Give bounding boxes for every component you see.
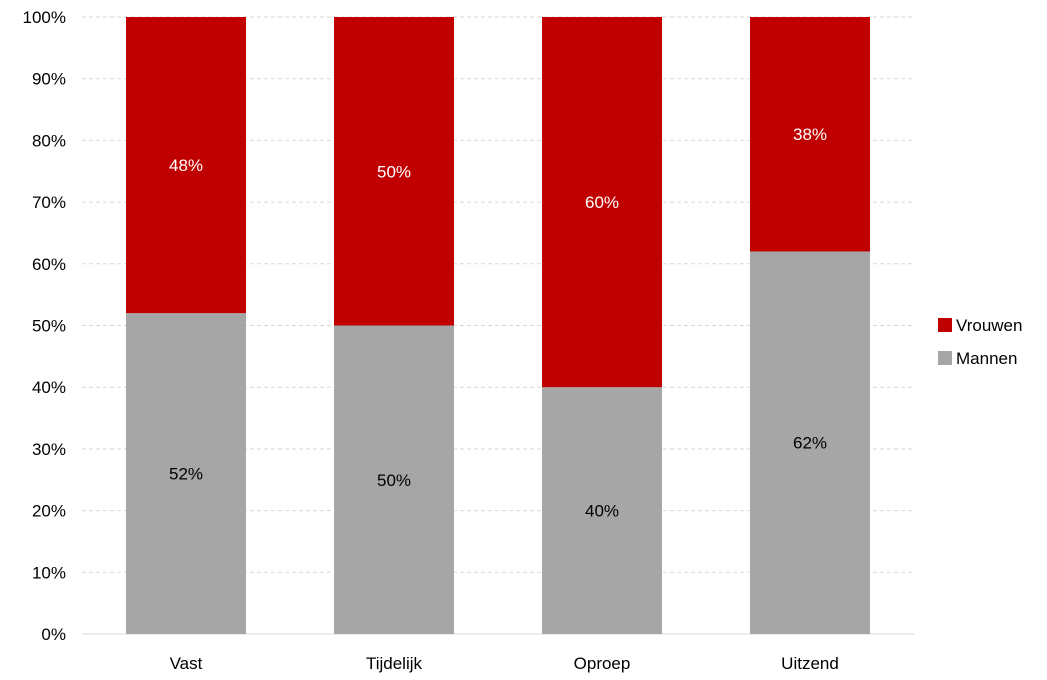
y-tick-label: 20% (32, 502, 66, 521)
y-tick-label: 40% (32, 378, 66, 397)
bar-mannen-oproep (542, 387, 662, 634)
legend-label: Mannen (956, 349, 1017, 368)
y-tick-label: 80% (32, 131, 66, 150)
data-label: 48% (169, 156, 203, 175)
bar-mannen-tijdelijk (334, 325, 454, 634)
y-tick-label: 50% (32, 317, 66, 336)
bar-mannen-vast (126, 313, 246, 634)
bar-vrouwen-oproep (542, 17, 662, 388)
y-tick-label: 70% (32, 193, 66, 212)
legend-label: Vrouwen (956, 316, 1022, 335)
legend-swatch (938, 351, 952, 365)
y-axis: 0% 10% 20% 30% 40% 50% 60% 70% 80% 90% 100% (23, 8, 66, 644)
bar-vrouwen-uitzend (750, 17, 870, 252)
bar-vrouwen-tijdelijk (334, 17, 454, 326)
bar-vrouwen-vast (126, 17, 246, 314)
data-label: 52% (169, 465, 203, 484)
y-tick-label: 0% (41, 625, 66, 644)
data-labels: 52% 48% 50% 50% 40% 60% 62% 38% (169, 125, 827, 520)
data-label: 40% (585, 502, 619, 521)
legend: Vrouwen Mannen (938, 316, 1022, 368)
data-label: 50% (377, 162, 411, 181)
x-category-label: Oproep (574, 654, 631, 673)
bars (126, 17, 870, 634)
y-tick-label: 30% (32, 440, 66, 459)
x-category-label: Uitzend (781, 654, 839, 673)
x-axis: Vast Tijdelijk Oproep Uitzend (170, 654, 839, 673)
legend-swatch (938, 318, 952, 332)
y-tick-label: 10% (32, 563, 66, 582)
y-tick-label: 90% (32, 70, 66, 89)
y-tick-label: 60% (32, 255, 66, 274)
data-label: 62% (793, 434, 827, 453)
data-label: 50% (377, 471, 411, 490)
x-category-label: Vast (170, 654, 203, 673)
data-label: 38% (793, 125, 827, 144)
y-tick-label: 100% (23, 8, 66, 27)
data-label: 60% (585, 193, 619, 212)
x-category-label: Tijdelijk (366, 654, 423, 673)
bar-mannen-uitzend (750, 251, 870, 634)
